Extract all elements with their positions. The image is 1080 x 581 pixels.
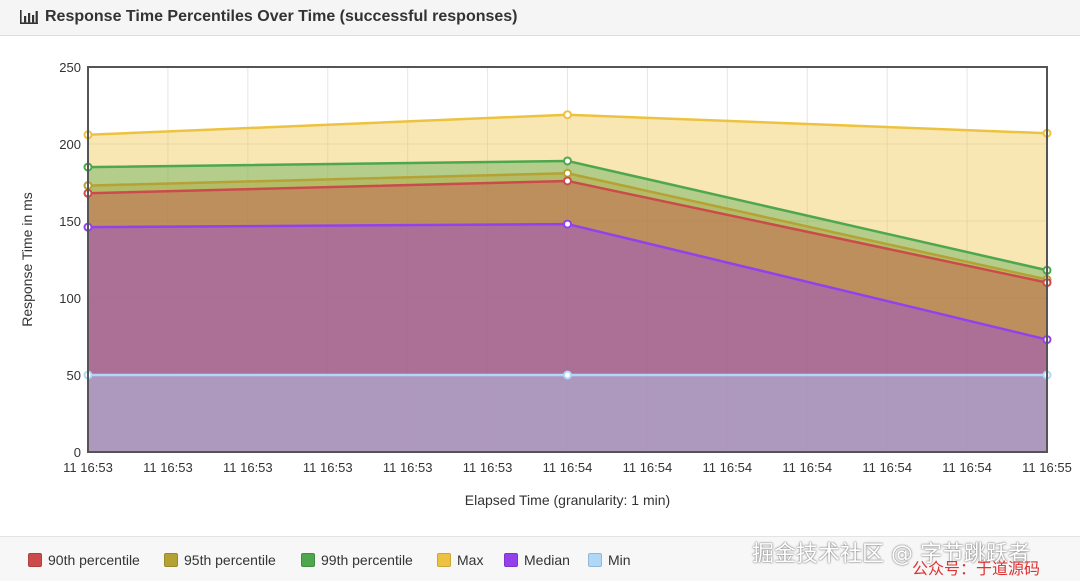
legend-label: Max <box>457 552 484 568</box>
chart-area: 11 16:53 11 16:53 11 16:53 11 16:53 11 16:53… <box>0 37 1080 535</box>
series-area <box>88 160 1047 452</box>
data-point <box>563 156 572 166</box>
legend-swatch <box>437 553 451 567</box>
panel-header: Response Time Percentiles Over Time (suc… <box>0 0 1080 36</box>
legend-item[interactable]: Median <box>504 551 570 569</box>
bar-chart-icon <box>20 10 38 24</box>
y-tick-label: 0 <box>74 445 81 460</box>
response-time-chart: 11 16:53 11 16:53 11 16:53 11 16:53 11 16:53… <box>19 60 1072 508</box>
x-tick-label: 11 16:53 <box>223 460 273 475</box>
legend-label: Min <box>608 552 631 568</box>
data-point <box>563 219 572 229</box>
legend-label: 95th percentile <box>184 552 276 568</box>
series-area <box>88 224 1047 452</box>
legend-swatch <box>28 553 42 567</box>
x-tick-label: 11 16:53 <box>143 460 193 475</box>
series-area <box>88 375 1047 452</box>
data-point <box>563 176 572 186</box>
data-point <box>563 110 572 120</box>
legend-label: 99th percentile <box>321 552 413 568</box>
data-point <box>563 370 572 380</box>
legend-swatch <box>164 553 178 567</box>
legend-item[interactable]: 99th percentile <box>301 551 413 569</box>
watermark-text: 掘金技术社区 @ 字节跳跃者 <box>752 542 1030 567</box>
series-area <box>88 173 1047 452</box>
legend-swatch <box>504 553 518 567</box>
x-tick-label: 11 16:54 <box>623 460 673 475</box>
legend-item[interactable]: 90th percentile <box>28 551 140 569</box>
y-tick-label: 200 <box>59 137 81 152</box>
y-axis-label: Response Time in ms <box>19 192 35 327</box>
y-tick-label: 150 <box>59 214 81 229</box>
x-tick-label: 11 16:53 <box>303 460 353 475</box>
plot-border <box>87 66 1048 453</box>
chart-legend: 90th percentile 95th percentile 99th perce… <box>0 536 1080 581</box>
y-tick-label: 250 <box>59 60 81 75</box>
x-tick-label: 11 16:53 <box>63 460 113 475</box>
watermark-subtext: 公众号：于道源码 <box>912 559 1041 578</box>
legend-label: 90th percentile <box>48 552 140 568</box>
x-tick-label: 11 16:54 <box>942 460 992 475</box>
legend-label: Median <box>524 552 570 568</box>
y-tick-label: 50 <box>67 368 81 383</box>
legend-swatch <box>301 553 315 567</box>
legend-swatch <box>588 553 602 567</box>
data-point <box>563 168 572 178</box>
x-tick-label: 11 16:53 <box>383 460 433 475</box>
x-axis-label: Elapsed Time (granularity: 1 min) <box>465 492 670 508</box>
x-tick-label: 11 16:55 <box>1022 460 1072 475</box>
x-tick-label: 11 16:54 <box>703 460 753 475</box>
x-tick-label: 11 16:54 <box>862 460 912 475</box>
legend-item[interactable]: Min <box>588 551 631 569</box>
series-area <box>88 180 1047 452</box>
y-tick-label: 100 <box>59 291 81 306</box>
x-tick-label: 11 16:53 <box>463 460 513 475</box>
legend-item[interactable]: Max <box>437 551 483 569</box>
legend-item[interactable]: 95th percentile <box>164 551 276 569</box>
series-area <box>88 114 1047 453</box>
x-tick-label: 11 16:54 <box>543 460 593 475</box>
panel-title: Response Time Percentiles Over Time (suc… <box>45 8 518 25</box>
x-tick-label: 11 16:54 <box>782 460 832 475</box>
